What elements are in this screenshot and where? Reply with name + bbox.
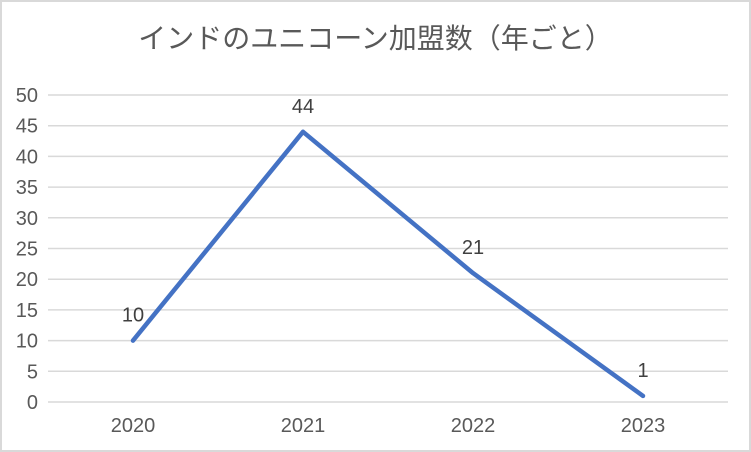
y-axis-tick-label: 10: [16, 331, 38, 353]
y-axis-tick-label: 40: [16, 146, 38, 168]
x-axis-tick-label: 2022: [451, 415, 496, 437]
y-axis-tick-label: 35: [16, 177, 38, 199]
y-axis-tick-label: 15: [16, 300, 38, 322]
chart-title: インドのユニコーン加盟数（年ごと）: [138, 23, 613, 54]
y-axis-tick-label: 25: [16, 239, 38, 261]
x-axis-tick-label: 2023: [621, 415, 666, 437]
y-axis-tick-label: 5: [27, 361, 38, 383]
y-axis-tick-label: 50: [16, 85, 38, 107]
y-axis-tick-label: 20: [16, 269, 38, 291]
data-point-label: 21: [462, 237, 484, 259]
x-axis-tick-label: 2020: [111, 415, 156, 437]
y-axis-tick-label: 30: [16, 208, 38, 230]
x-axis-tick-label: 2021: [281, 415, 326, 437]
y-axis-tick-label: 45: [16, 116, 38, 138]
data-point-label: 10: [122, 305, 144, 327]
data-point-label: 44: [292, 96, 314, 118]
data-point-label: 1: [637, 360, 648, 382]
y-axis-tick-label: 0: [27, 392, 38, 414]
data-series-line: [130, 129, 646, 399]
